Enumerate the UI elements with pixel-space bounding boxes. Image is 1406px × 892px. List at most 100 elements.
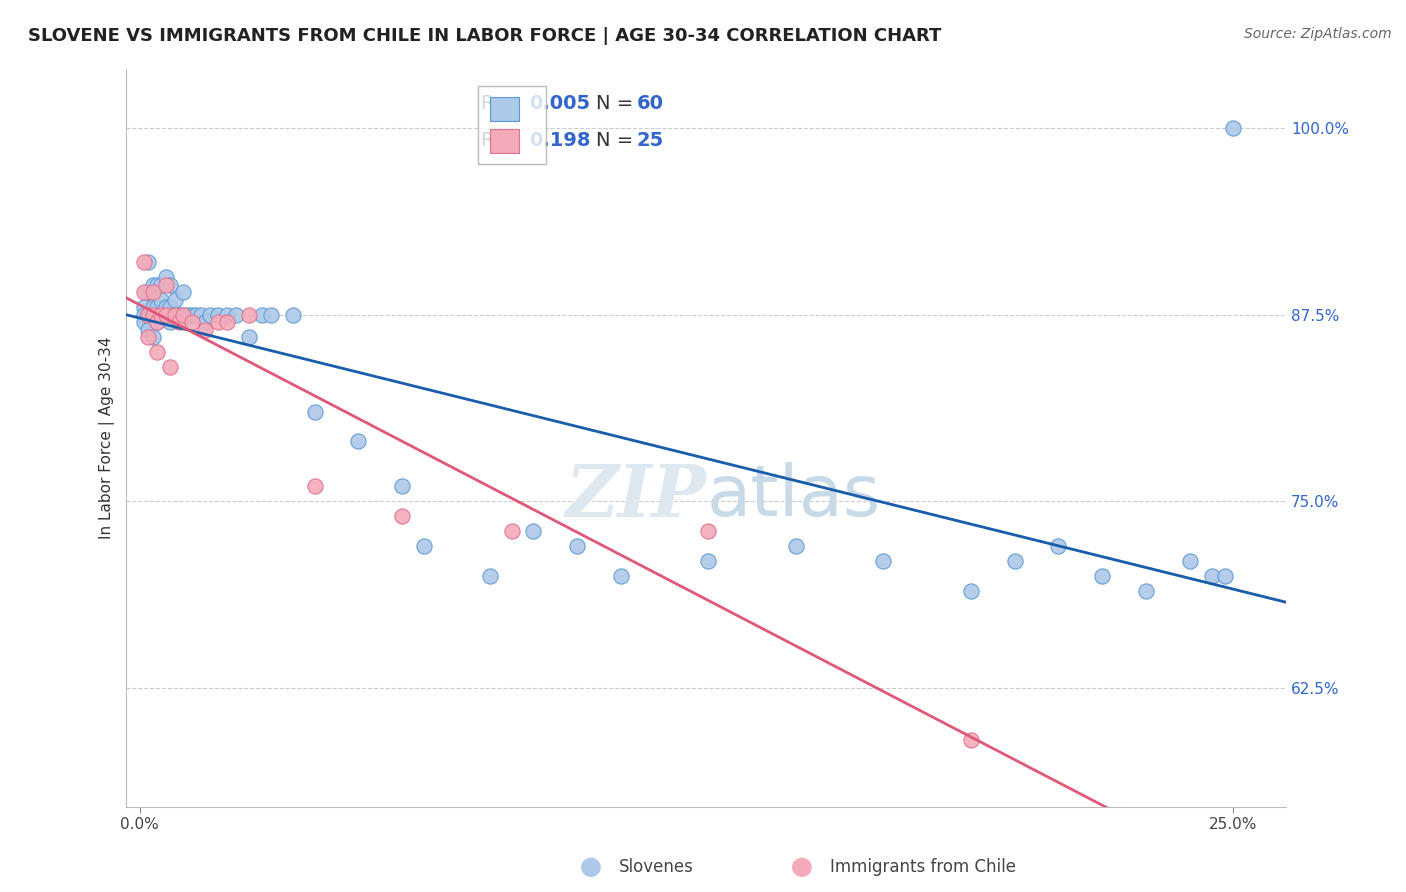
Point	[138, 308, 160, 322]
Text: SLOVENE VS IMMIGRANTS FROM CHILE IN LABOR FORCE | AGE 30-34 CORRELATION CHART: SLOVENE VS IMMIGRANTS FROM CHILE IN LABO…	[28, 27, 942, 45]
Point	[198, 308, 221, 322]
Point	[159, 300, 181, 314]
Point	[1178, 554, 1201, 568]
Point	[217, 308, 239, 322]
Point	[132, 315, 155, 329]
Point	[190, 308, 212, 322]
Point	[391, 479, 413, 493]
Point	[413, 539, 436, 553]
Point	[146, 345, 169, 359]
Point	[163, 308, 186, 322]
Point	[304, 479, 326, 493]
Point	[150, 277, 173, 292]
Point	[250, 308, 273, 322]
Text: R =: R =	[481, 131, 524, 150]
Point	[142, 308, 165, 322]
Point	[132, 300, 155, 314]
Point	[155, 270, 177, 285]
Point	[181, 308, 204, 322]
Text: 0.005: 0.005	[529, 95, 591, 113]
Point	[181, 315, 204, 329]
Text: atlas: atlas	[706, 462, 880, 532]
Point	[132, 308, 155, 322]
Point	[478, 568, 501, 582]
Point	[347, 434, 370, 449]
Point	[146, 300, 169, 314]
Point	[159, 315, 181, 329]
Point	[146, 315, 169, 329]
Point	[150, 293, 173, 307]
Point	[142, 277, 165, 292]
Point	[565, 539, 588, 553]
Point	[155, 277, 177, 292]
Point	[142, 330, 165, 344]
Point	[960, 583, 983, 598]
Point	[163, 293, 186, 307]
Point	[167, 315, 190, 329]
Point	[217, 315, 239, 329]
Point	[501, 524, 523, 538]
Point	[138, 308, 160, 322]
Point	[194, 315, 217, 329]
Point	[1213, 568, 1236, 582]
Point	[146, 315, 169, 329]
Text: ⬤: ⬤	[579, 858, 602, 878]
Point	[610, 568, 633, 582]
Point	[167, 308, 190, 322]
Point	[1047, 539, 1070, 553]
Point	[142, 308, 165, 322]
Point	[238, 330, 260, 344]
Text: 0.198: 0.198	[529, 131, 591, 150]
Point	[172, 308, 194, 322]
Point	[155, 300, 177, 314]
Point	[391, 509, 413, 524]
Text: Slovenes: Slovenes	[619, 858, 693, 876]
Point	[1222, 121, 1244, 136]
Point	[172, 308, 194, 322]
Point	[872, 554, 894, 568]
Point	[697, 524, 720, 538]
Point	[238, 308, 260, 322]
Point	[1135, 583, 1157, 598]
Point	[225, 308, 247, 322]
Point	[150, 308, 173, 322]
Point	[207, 308, 229, 322]
Point	[132, 285, 155, 300]
Y-axis label: In Labor Force | Age 30-34: In Labor Force | Age 30-34	[100, 336, 115, 539]
Point	[150, 308, 173, 322]
Point	[960, 732, 983, 747]
Text: R =: R =	[481, 95, 524, 113]
Point	[146, 277, 169, 292]
Legend: , : ,	[478, 86, 547, 164]
Point	[163, 308, 186, 322]
Point	[155, 308, 177, 322]
Point	[522, 524, 544, 538]
Point	[785, 539, 807, 553]
Text: Immigrants from Chile: Immigrants from Chile	[830, 858, 1015, 876]
Point	[186, 308, 208, 322]
Point	[172, 285, 194, 300]
Point	[159, 359, 181, 374]
Text: Source: ZipAtlas.com: Source: ZipAtlas.com	[1244, 27, 1392, 41]
Text: ⬤: ⬤	[790, 858, 813, 878]
Point	[138, 285, 160, 300]
Text: N =: N =	[596, 95, 640, 113]
Point	[194, 322, 217, 336]
Point	[207, 315, 229, 329]
Point	[1201, 568, 1223, 582]
Point	[304, 404, 326, 418]
Point	[697, 554, 720, 568]
Point	[177, 308, 200, 322]
Text: ZIP: ZIP	[565, 461, 706, 533]
Point	[138, 255, 160, 269]
Point	[1091, 568, 1114, 582]
Point	[142, 300, 165, 314]
Point	[138, 330, 160, 344]
Point	[138, 322, 160, 336]
Point	[159, 277, 181, 292]
Point	[281, 308, 304, 322]
Text: 60: 60	[637, 95, 664, 113]
Point	[132, 255, 155, 269]
Text: 25: 25	[637, 131, 664, 150]
Point	[260, 308, 283, 322]
